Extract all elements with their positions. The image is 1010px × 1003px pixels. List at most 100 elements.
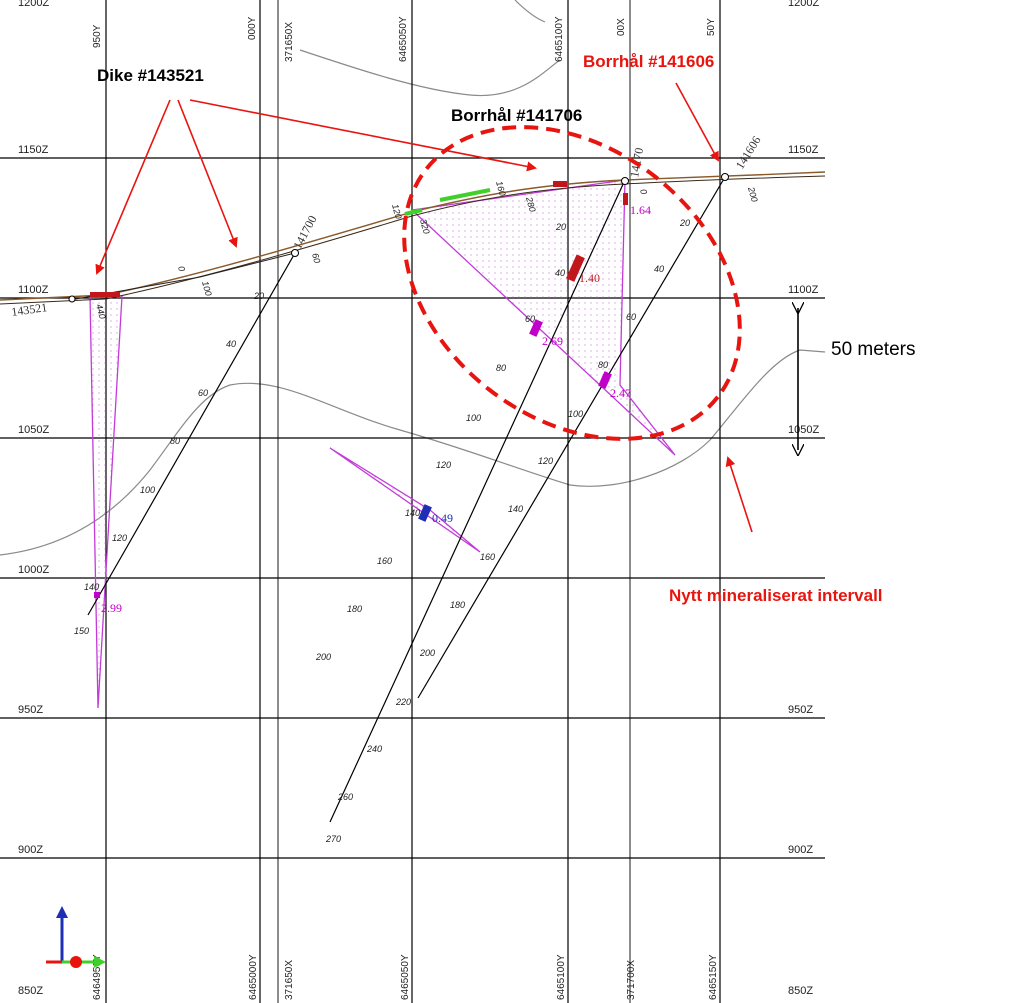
- assay-value-0-49: 0.49: [432, 511, 453, 525]
- z-label-1000-left: 1000Z: [18, 564, 49, 576]
- grid-label-bottom-3: 6465050Y: [400, 954, 411, 1000]
- z-label-1200-right: 1200Z: [788, 0, 819, 9]
- assay-value-1-40: 1.40: [579, 271, 600, 285]
- hole-label-141606: 141606: [733, 134, 764, 172]
- tick-141606-40: 40: [654, 264, 664, 274]
- tick-141706-60: 60: [525, 314, 535, 324]
- tick-141706-120: 120: [390, 203, 404, 220]
- z-label-1150-right: 1150Z: [788, 144, 819, 156]
- tick-141706-280: 280: [524, 195, 538, 213]
- arrow-141606: [675, 82, 719, 162]
- grid-label-bottom-0: 6464950Y: [92, 954, 103, 1000]
- grid-label-bottom-5: 371700X: [626, 960, 637, 1000]
- drill-hole-141700: [87, 252, 296, 616]
- red-intervals: [90, 181, 628, 297]
- terrain-line-top: [514, 0, 546, 23]
- tick-141706-270: 270: [325, 834, 341, 844]
- tick-141700-120: 120: [112, 533, 127, 543]
- collar-141606: [721, 173, 729, 181]
- z-label-850-left: 850Z: [18, 985, 43, 997]
- tick-141606-100: 100: [568, 409, 583, 419]
- assay-value-2-47: 2.47: [610, 386, 631, 400]
- tick-141706-320: 320: [418, 218, 432, 235]
- tick-141606-200: 200: [746, 185, 760, 203]
- annotation-borrhal-141706: Borrhål #141706: [451, 106, 582, 125]
- tick-141606-160: 160: [480, 552, 495, 562]
- grid: [0, 0, 825, 1003]
- highlight-ellipse: [402, 125, 742, 441]
- z-label-1200-left: 1200Z: [18, 0, 49, 9]
- collars: [68, 173, 729, 303]
- z-label-1150-left: 1150Z: [18, 144, 49, 156]
- annotation-borrhal-141606: Borrhål #141606: [583, 52, 714, 71]
- tick-141700-60b: 60: [198, 388, 208, 398]
- tick-141700-150: 150: [74, 626, 89, 636]
- tick-dike-100: 100: [200, 280, 214, 297]
- tick-141706-120b: 120: [436, 460, 451, 470]
- grid-label-top-5: 00X: [616, 18, 627, 36]
- terrain-lines: [0, 0, 826, 556]
- mineral-zones: [89, 179, 676, 709]
- tick-141706-160: 160: [494, 180, 508, 197]
- z-label-850-right: 850Z: [788, 985, 813, 997]
- hole-label-143521: 143521: [10, 300, 48, 319]
- tick-141606-80: 80: [598, 360, 608, 370]
- tick-dike-0: 0: [176, 265, 187, 272]
- tick-141700-140: 140: [84, 582, 99, 592]
- annotation-arrows: [95, 82, 753, 533]
- arrow-dike-3: [189, 99, 537, 172]
- tick-141706-40: 40: [555, 268, 565, 278]
- z-label-950-right: 950Z: [788, 704, 813, 716]
- collar-143521: [68, 295, 76, 303]
- tick-141706-260: 260: [337, 792, 353, 802]
- tick-141706-100: 100: [466, 413, 481, 423]
- tick-141606-120: 120: [538, 456, 553, 466]
- tick-141706-20: 20: [555, 222, 566, 232]
- tick-141700-100: 100: [140, 485, 155, 495]
- tick-141706-180: 180: [347, 604, 362, 614]
- assay-values: 1.64 1.40 2.69 2.47 0.49 2.99: [101, 203, 651, 615]
- axis-gizmo-icon: [46, 906, 106, 968]
- grid-label-bottom-2: 371650X: [284, 960, 295, 1000]
- arrow-dike-1: [95, 99, 171, 275]
- grid-labels-top: 950Y 000Y 371650X 6465050Y 6465100Y 00X …: [92, 16, 717, 62]
- grid-label-top-0: 950Y: [92, 24, 103, 48]
- assay-value-1-64: 1.64: [630, 203, 651, 217]
- grid-label-top-6: 50Y: [706, 18, 717, 36]
- tick-141606-140: 140: [508, 504, 523, 514]
- grid-label-bottom-1: 6465000Y: [248, 954, 259, 1000]
- grid-label-bottom-6: 6465150Y: [708, 954, 719, 1000]
- z-label-1100-right: 1100Z: [788, 284, 819, 296]
- assay-value-2-69: 2.69: [542, 334, 563, 348]
- terrain-line-upper: [299, 49, 561, 97]
- z-labels-left: 1200Z 1150Z 1100Z 1050Z 1000Z 950Z 900Z …: [18, 0, 49, 997]
- grid-label-top-2: 371650X: [284, 22, 295, 62]
- tick-dike-440: 440: [94, 303, 108, 320]
- annotation-dike: Dike #143521: [97, 66, 204, 85]
- magenta-intervals: [94, 319, 612, 598]
- collar-141700: [291, 249, 299, 257]
- tick-141606-60: 60: [626, 312, 636, 322]
- drill-hole-141706: [329, 179, 626, 823]
- z-label-1050-right: 1050Z: [788, 424, 819, 436]
- tick-141706-160b: 160: [377, 556, 392, 566]
- z-label-950-left: 950Z: [18, 704, 43, 716]
- tick-141700-60: 60: [310, 252, 322, 264]
- tick-141706-240: 240: [366, 744, 382, 754]
- grid-label-top-3: 6465050Y: [398, 16, 409, 62]
- arrow-new-interval: [725, 456, 753, 533]
- tick-141706-80: 80: [496, 363, 506, 373]
- z-label-900-left: 900Z: [18, 844, 43, 856]
- tick-141606-0: 0: [638, 188, 649, 195]
- annotation-new-interval: Nytt mineraliserat intervall: [669, 586, 883, 605]
- depth-ticks: 0 100 440 60 20 40 60 80 100 120 140 150…: [74, 180, 760, 844]
- tick-141700-40: 40: [226, 339, 236, 349]
- grid-label-top-1: 000Y: [247, 16, 258, 40]
- hole-label-141700: 141700: [290, 213, 319, 251]
- drill-holes: [87, 176, 726, 823]
- collar-141706: [621, 177, 629, 185]
- arrow-dike-2: [177, 99, 238, 248]
- z-label-900-right: 900Z: [788, 844, 813, 856]
- tick-141606-200b: 200: [419, 648, 435, 658]
